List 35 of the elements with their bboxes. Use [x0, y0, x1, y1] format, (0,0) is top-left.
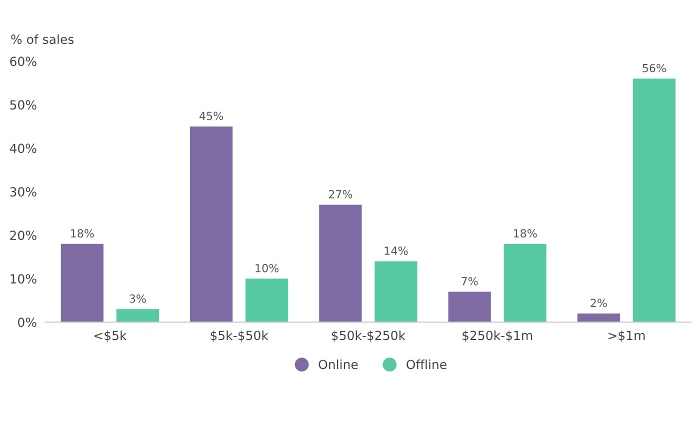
y-tick-label: 60%: [10, 56, 36, 66]
legend-label: Offline: [406, 359, 446, 370]
bar: [116, 309, 160, 322]
bar: [577, 313, 620, 322]
data-label: 56%: [642, 64, 666, 72]
bar: [448, 292, 491, 322]
data-label: 7%: [462, 276, 478, 286]
y-tick-label: 0%: [18, 318, 36, 328]
x-tick-label: $250k-$1m: [462, 330, 532, 342]
data-label: 45%: [199, 112, 224, 120]
bar: [190, 126, 233, 322]
bar: [504, 244, 546, 322]
bar: [632, 78, 676, 322]
data-label: 10%: [256, 264, 279, 272]
y-tick-label: 40%: [10, 144, 36, 154]
x-tick-label: <$5k: [94, 330, 127, 342]
data-label: 2%: [590, 298, 607, 308]
y-tick-label: 10%: [10, 274, 36, 284]
legend-label: Online: [318, 359, 358, 370]
data-label: 14%: [384, 246, 408, 255]
data-label: 3%: [130, 294, 146, 303]
x-tick-label: $50k-$250k: [332, 330, 406, 342]
y-axis-title: % of sales: [11, 34, 74, 44]
bar: [319, 204, 362, 322]
data-label: 18%: [514, 229, 537, 238]
bar: [246, 278, 288, 322]
bar: [60, 244, 104, 322]
y-tick-label: 30%: [10, 187, 36, 197]
x-tick-label: >$1m: [608, 330, 645, 342]
x-tick-label: $5k-$50k: [210, 330, 268, 342]
data-label: 18%: [71, 229, 94, 238]
data-label: 27%: [328, 190, 352, 198]
y-tick-label: 50%: [10, 100, 36, 110]
bar: [374, 261, 418, 322]
y-tick-label: 20%: [10, 230, 36, 240]
